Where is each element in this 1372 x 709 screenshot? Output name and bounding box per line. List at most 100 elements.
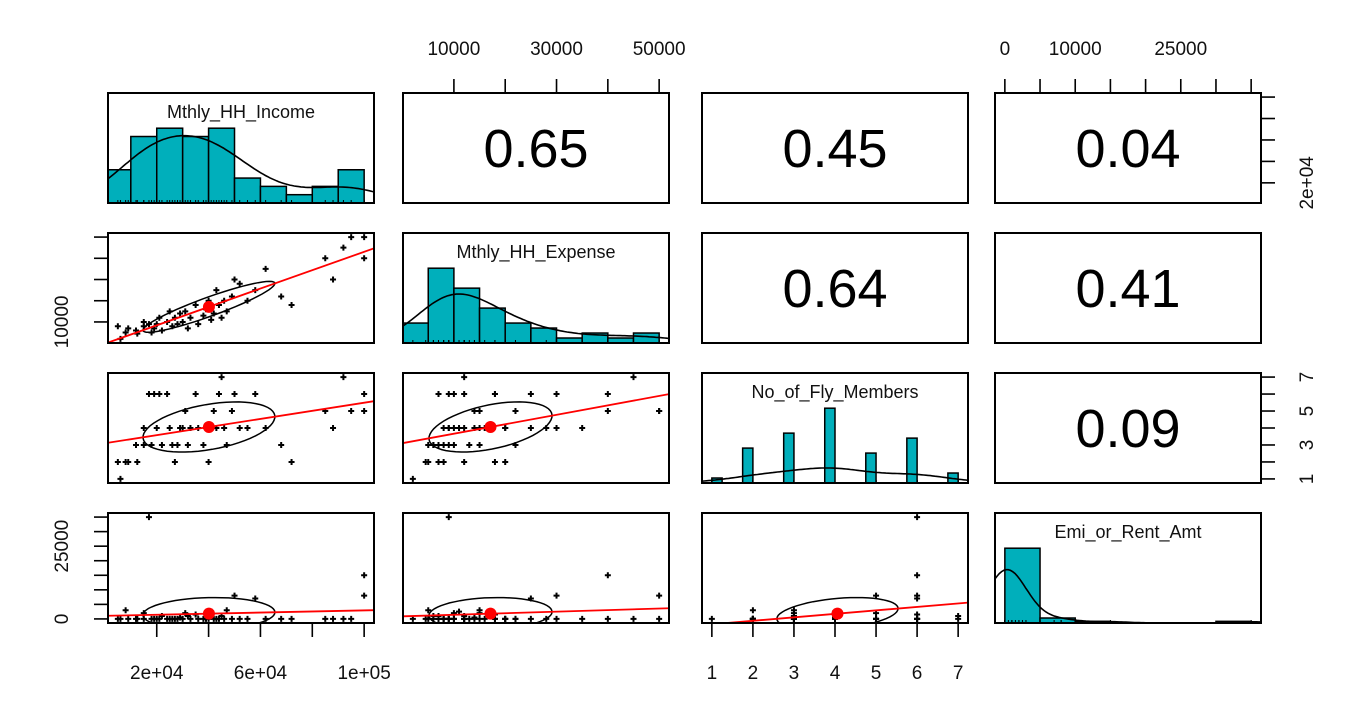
data-point — [330, 425, 337, 431]
data-point — [435, 458, 442, 465]
histogram-bar — [782, 432, 795, 483]
data-point — [476, 607, 483, 614]
axis-top-1: 10000 30000 50000 — [427, 39, 686, 94]
data-point — [122, 329, 129, 336]
panel-frame — [701, 232, 969, 344]
data-point — [278, 441, 285, 448]
data-point — [236, 425, 243, 431]
data-point — [461, 458, 468, 465]
data-point — [330, 615, 337, 622]
histogram-bar — [155, 127, 184, 203]
data-point — [914, 514, 921, 521]
data-point — [210, 408, 217, 415]
data-point — [179, 615, 186, 622]
data-point — [466, 615, 473, 622]
data-point — [425, 441, 432, 448]
data-point — [656, 408, 663, 415]
regression-line — [108, 247, 374, 343]
tick-label: 10000 — [1049, 39, 1102, 60]
data-point — [456, 425, 463, 431]
correlation-value: 0.41 — [1075, 259, 1180, 319]
mean-point — [484, 607, 497, 620]
data-point — [195, 321, 202, 328]
data-point — [228, 408, 235, 415]
tick-label: 10000 — [52, 296, 73, 349]
data-point — [164, 391, 171, 398]
histogram-bar — [453, 287, 481, 343]
variable-title: Emi_or_Rent_Amt — [1054, 522, 1201, 543]
panel-frame — [402, 372, 670, 484]
histogram-bar — [181, 135, 210, 203]
data-point — [166, 425, 173, 431]
histogram-bar — [427, 267, 455, 343]
data-point — [223, 607, 230, 614]
panel-frame — [107, 232, 375, 344]
axis-bottom-0: 2e+04 6e+04 1e+05 — [130, 622, 391, 684]
data-point — [348, 615, 355, 622]
data-point — [187, 314, 194, 321]
histogram-bar — [233, 177, 262, 203]
tick-label: 4 — [830, 663, 841, 684]
panel-0-2: 0.45 — [701, 92, 969, 204]
density-curve — [108, 134, 374, 193]
data-point — [236, 280, 243, 287]
histogram-bar — [130, 135, 158, 203]
data-point — [348, 234, 355, 241]
data-point — [134, 458, 141, 465]
data-point — [200, 441, 207, 448]
data-point — [278, 293, 285, 300]
data-point — [749, 607, 756, 614]
data-point — [361, 391, 368, 398]
data-point — [262, 265, 269, 272]
panel-1-3: 0.41 — [994, 232, 1262, 344]
data-point — [213, 287, 220, 294]
histogram-bar — [478, 307, 506, 343]
data-point — [361, 255, 368, 262]
data-point — [192, 301, 199, 308]
data-point — [440, 441, 447, 448]
data-point — [630, 615, 637, 622]
data-point — [491, 391, 498, 398]
data-point — [153, 425, 160, 431]
axis-left-1: 10000 — [52, 236, 109, 349]
data-point — [125, 325, 132, 332]
data-point — [476, 615, 483, 622]
data-point — [228, 615, 235, 622]
data-point — [125, 458, 132, 465]
correlation-value: 0.65 — [483, 119, 588, 179]
data-point — [502, 615, 509, 622]
data-point — [553, 592, 560, 599]
data-point — [471, 615, 478, 622]
data-point — [169, 441, 176, 448]
tick-label: 2 — [748, 663, 759, 684]
axis-left-3: 0 25000 — [52, 516, 109, 624]
data-point — [340, 615, 347, 622]
variable-title: Mthly_HH_Expense — [456, 242, 615, 263]
variable-title: Mthly_HH_Income — [167, 102, 315, 123]
data-point — [790, 607, 797, 614]
data-point — [527, 391, 534, 398]
tick-label: 6e+04 — [234, 663, 288, 684]
data-point — [322, 255, 329, 262]
panel-frame — [402, 232, 670, 344]
panel-frame — [994, 232, 1262, 344]
mean-point — [484, 420, 497, 433]
data-point — [221, 615, 228, 622]
tick-label: 3 — [789, 663, 800, 684]
data-point — [182, 308, 189, 315]
data-point — [184, 325, 191, 332]
data-point — [461, 391, 468, 398]
tick-label: 3 — [1297, 440, 1318, 451]
scatter — [108, 514, 374, 623]
data-point — [171, 458, 178, 465]
data-point — [205, 458, 212, 465]
data-point — [179, 318, 186, 325]
histogram — [108, 127, 374, 203]
correlation-ellipse — [776, 596, 899, 623]
scatter — [403, 374, 669, 482]
data-point — [187, 615, 194, 622]
data-point — [288, 301, 295, 308]
variable-title: No_of_Fly_Members — [751, 382, 918, 403]
data-point — [221, 425, 228, 431]
axis-bottom-2: 1 2 3 4 5 6 7 — [707, 622, 963, 684]
